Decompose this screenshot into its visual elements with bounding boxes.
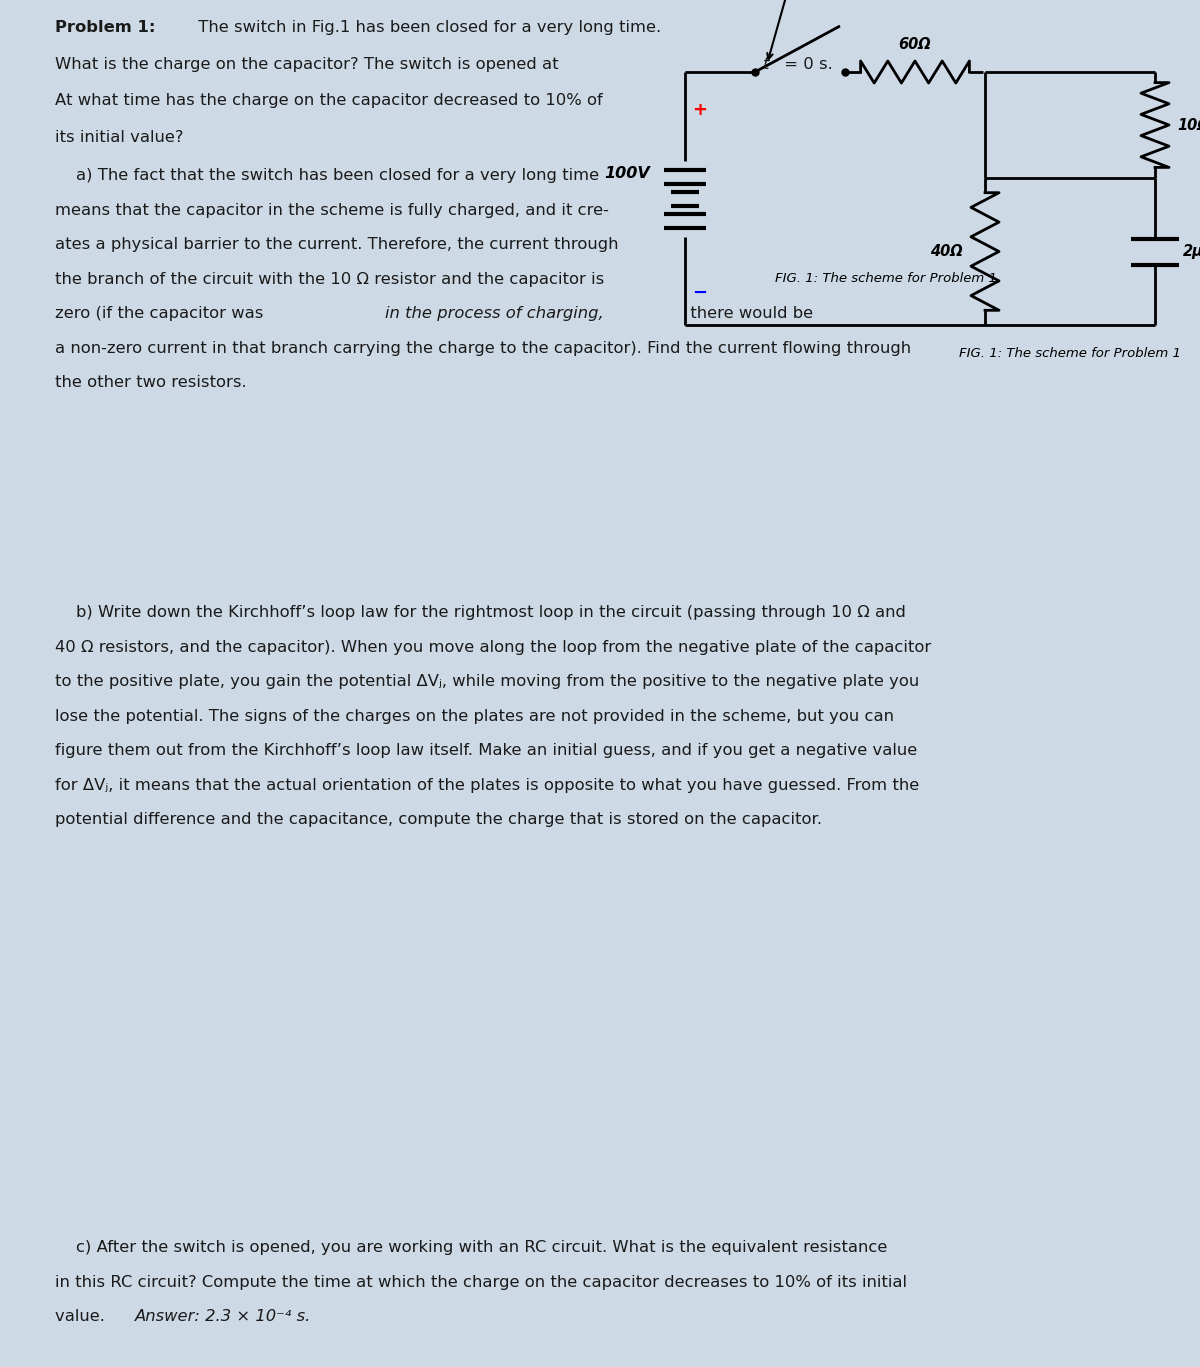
Text: its initial value?: its initial value? — [55, 130, 184, 145]
Text: At what time has the charge on the capacitor decreased to 10% of: At what time has the charge on the capac… — [55, 93, 602, 108]
Text: a) The fact that the switch has been closed for a very long time: a) The fact that the switch has been clo… — [55, 168, 599, 183]
Text: FIG. 1: The scheme for Problem 1: FIG. 1: The scheme for Problem 1 — [959, 347, 1181, 360]
Text: in this RC circuit? Compute the time at which the charge on the capacitor decrea: in this RC circuit? Compute the time at … — [55, 1274, 907, 1289]
Text: value.: value. — [55, 1310, 110, 1325]
Text: for ΔVⱼ, it means that the actual orientation of the plates is opposite to what : for ΔVⱼ, it means that the actual orient… — [55, 778, 919, 793]
Text: 60Ω: 60Ω — [899, 37, 931, 52]
Text: zero (if the capacitor was: zero (if the capacitor was — [55, 306, 269, 321]
Text: figure them out from the Kirchhoff’s loop law itself. Make an initial guess, and: figure them out from the Kirchhoff’s loo… — [55, 744, 917, 757]
Text: the branch of the circuit with the 10 Ω resistor and the capacitor is: the branch of the circuit with the 10 Ω … — [55, 272, 605, 287]
Text: c) After the switch is opened, you are working with an RC circuit. What is the e: c) After the switch is opened, you are w… — [55, 1240, 887, 1255]
Text: there would be: there would be — [685, 306, 814, 321]
Text: = 0 s.: = 0 s. — [779, 56, 833, 71]
Text: 2μF: 2μF — [1183, 243, 1200, 258]
Text: 40Ω: 40Ω — [930, 243, 962, 258]
Text: 40 Ω resistors, and the capacitor). When you move along the loop from the negati: 40 Ω resistors, and the capacitor). When… — [55, 640, 931, 655]
Text: means that the capacitor in the scheme is fully charged, and it cre-: means that the capacitor in the scheme i… — [55, 202, 608, 217]
Text: 100V: 100V — [605, 165, 650, 180]
Text: lose the potential. The signs of the charges on the plates are not provided in t: lose the potential. The signs of the cha… — [55, 708, 894, 723]
Text: Problem 1:: Problem 1: — [55, 21, 156, 36]
Text: FIG. 1: The scheme for Problem 1: FIG. 1: The scheme for Problem 1 — [775, 272, 997, 284]
Text: What is the charge on the capacitor? The switch is opened at: What is the charge on the capacitor? The… — [55, 56, 564, 71]
Text: potential difference and the capacitance, compute the charge that is stored on t: potential difference and the capacitance… — [55, 812, 822, 827]
Text: t: t — [763, 56, 769, 71]
Text: +: + — [692, 101, 707, 119]
Text: a non-zero current in that branch carrying the charge to the capacitor). Find th: a non-zero current in that branch carryi… — [55, 340, 911, 355]
Text: 10Ω: 10Ω — [1177, 118, 1200, 133]
Text: Answer: 2.3 × 10⁻⁴ s.: Answer: 2.3 × 10⁻⁴ s. — [134, 1310, 311, 1325]
Text: −: − — [692, 284, 707, 302]
Text: ates a physical barrier to the current. Therefore, the current through: ates a physical barrier to the current. … — [55, 236, 618, 252]
Text: b) Write down the Kirchhoff’s loop law for the rightmost loop in the circuit (pa: b) Write down the Kirchhoff’s loop law f… — [55, 606, 906, 621]
Text: to the positive plate, you gain the potential ΔVⱼ, while moving from the positiv: to the positive plate, you gain the pote… — [55, 674, 919, 689]
Text: the other two resistors.: the other two resistors. — [55, 375, 247, 390]
Text: The switch in Fig.1 has been closed for a very long time.: The switch in Fig.1 has been closed for … — [193, 21, 661, 36]
Text: in the process of charging,: in the process of charging, — [385, 306, 604, 321]
